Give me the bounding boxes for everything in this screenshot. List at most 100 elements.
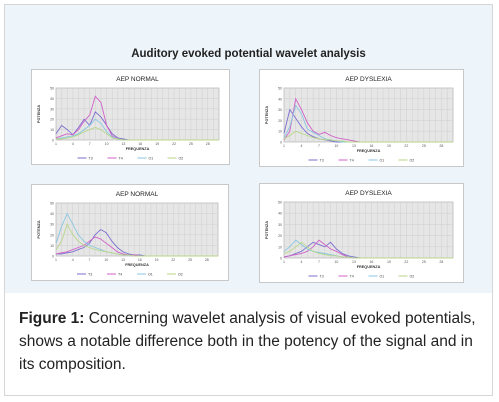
y-axis-label: POTENZA	[37, 105, 41, 123]
caption-label: Figure 1:	[19, 310, 85, 327]
x-tick-label: 16	[138, 142, 142, 146]
x-tick-label: 28	[439, 144, 443, 148]
y-tick-label: 40	[278, 212, 282, 216]
y-axis-label: POTENZA	[37, 220, 41, 238]
y-tick-label: 50	[50, 202, 54, 206]
figure-frame: Auditory evoked potential wavelet analys…	[4, 4, 493, 396]
x-tick-label: 16	[369, 260, 373, 264]
x-tick-label: 4	[301, 260, 303, 264]
y-tick-label: 10	[50, 128, 54, 132]
x-tick-label: 1	[283, 144, 285, 148]
chart-panel-aep-dyslexia-top: AEP DYSLEXIA 0 10 20 30 40 50 1 4 7 10 13 16 19 22 25 28…	[259, 69, 464, 167]
legend-label: O1	[380, 275, 385, 279]
x-tick-label: 22	[172, 142, 176, 146]
chart-title: AEP DYSLEXIA	[345, 76, 392, 83]
y-tick-label: 30	[50, 107, 54, 111]
x-axis-label: FREQUENZA	[357, 149, 381, 153]
x-tick-label: 13	[121, 258, 125, 262]
figure-image: Auditory evoked potential wavelet analys…	[5, 5, 492, 293]
x-tick-label: 19	[387, 144, 391, 148]
chart-aep-dyslexia-bottom: AEP DYSLEXIA 0 10 20 30 40 50 1 4 7 10 13 16 19 22 25 28…	[265, 190, 454, 279]
x-tick-label: 13	[352, 144, 356, 148]
y-tick-label: 50	[50, 87, 54, 91]
legend-label: T4	[350, 275, 354, 279]
x-axis-label: FREQUENZA	[126, 147, 150, 151]
figure-caption: Figure 1: Concerning wavelet analysis of…	[19, 307, 483, 376]
chart-panel-aep-dyslexia-bottom: AEP DYSLEXIA 0 10 20 30 40 50 1 4 7 10 13 16 19 22 25 28…	[259, 183, 464, 283]
chart-panel-aep-normal-top: AEP NORMAL 0 10 20 30 40 50 1 4 7 10 13 16 19 22 25 28 FR…	[31, 69, 230, 165]
plot-area	[283, 201, 454, 259]
y-tick-label: 20	[278, 119, 282, 123]
x-tick-label: 4	[301, 144, 303, 148]
series-line-o2	[55, 223, 218, 257]
plot-area	[55, 87, 220, 141]
legend-label: T3	[320, 159, 324, 163]
x-tick-label: 7	[318, 144, 320, 148]
x-tick-label: 22	[404, 144, 408, 148]
x-tick-label: 1	[55, 258, 57, 262]
y-tick-label: 40	[50, 97, 54, 101]
legend-label: O1	[380, 159, 385, 163]
y-tick-label: 20	[50, 233, 54, 237]
series-line-o2	[56, 127, 219, 141]
x-tick-label: 22	[404, 260, 408, 264]
y-axis-label: POTENZA	[265, 221, 269, 239]
x-tick-label: 25	[189, 142, 193, 146]
x-tick-label: 13	[121, 142, 125, 146]
plot-area	[283, 87, 454, 143]
y-tick-label: 40	[278, 97, 282, 101]
x-tick-label: 19	[155, 142, 159, 146]
y-tick-label: 10	[50, 244, 54, 248]
plot-area	[55, 202, 219, 257]
x-tick-label: 1	[283, 260, 285, 264]
x-tick-label: 7	[89, 258, 91, 262]
y-axis-label: POTENZA	[265, 106, 269, 124]
legend-label: T4	[118, 273, 122, 277]
y-tick-label: 0	[52, 255, 54, 259]
x-tick-label: 7	[318, 260, 320, 264]
chart-panel-aep-normal-bottom: AEP NORMAL 0 10 20 30 40 50 1 4 7 10 13 16 19 22 25 28 FR…	[31, 184, 229, 281]
y-tick-label: 10	[278, 130, 282, 134]
y-tick-label: 50	[278, 87, 282, 91]
y-tick-label: 0	[52, 139, 54, 143]
y-tick-label: 0	[280, 141, 282, 145]
caption-text: Concerning wavelet analysis of visual ev…	[19, 310, 476, 373]
x-axis-label: FREQUENZA	[125, 263, 149, 267]
y-tick-label: 30	[278, 108, 282, 112]
y-tick-label: 50	[278, 201, 282, 205]
y-tick-label: 40	[50, 212, 54, 216]
legend-label: O2	[178, 273, 183, 277]
legend-label: O2	[410, 275, 415, 279]
x-tick-label: 13	[352, 260, 356, 264]
x-tick-label: 10	[105, 142, 109, 146]
x-tick-label: 4	[72, 258, 74, 262]
x-tick-label: 10	[334, 144, 338, 148]
legend-label: T4	[119, 157, 123, 161]
y-tick-label: 20	[50, 118, 54, 122]
x-tick-label: 16	[369, 144, 373, 148]
legend-label: O1	[148, 273, 153, 277]
x-tick-label: 4	[72, 142, 74, 146]
x-tick-label: 25	[422, 260, 426, 264]
figure-title: Auditory evoked potential wavelet analys…	[131, 48, 366, 60]
x-axis-label: FREQUENZA	[357, 265, 381, 269]
series-line-o2	[283, 130, 453, 143]
chart-aep-dyslexia-top: AEP DYSLEXIA 0 10 20 30 40 50 1 4 7 10 13 16 19 22 25 28…	[265, 76, 454, 163]
x-tick-label: 28	[206, 142, 210, 146]
legend-label: T3	[320, 275, 324, 279]
y-tick-label: 20	[278, 234, 282, 238]
x-tick-label: 19	[155, 258, 159, 262]
x-tick-label: 1	[55, 142, 57, 146]
y-tick-label: 0	[280, 257, 282, 261]
legend-label: O2	[410, 159, 415, 163]
y-tick-label: 10	[278, 245, 282, 249]
legend-label: T3	[89, 157, 93, 161]
legend-label: T4	[350, 159, 354, 163]
y-tick-label: 30	[50, 223, 54, 227]
legend-label: O2	[179, 157, 184, 161]
x-tick-label: 28	[205, 258, 209, 262]
chart-aep-normal-top: AEP NORMAL 0 10 20 30 40 50 1 4 7 10 13 16 19 22 25 28 FR…	[37, 76, 220, 161]
x-tick-label: 19	[387, 260, 391, 264]
x-tick-label: 16	[138, 258, 142, 262]
chart-title: AEP DYSLEXIA	[345, 190, 392, 197]
